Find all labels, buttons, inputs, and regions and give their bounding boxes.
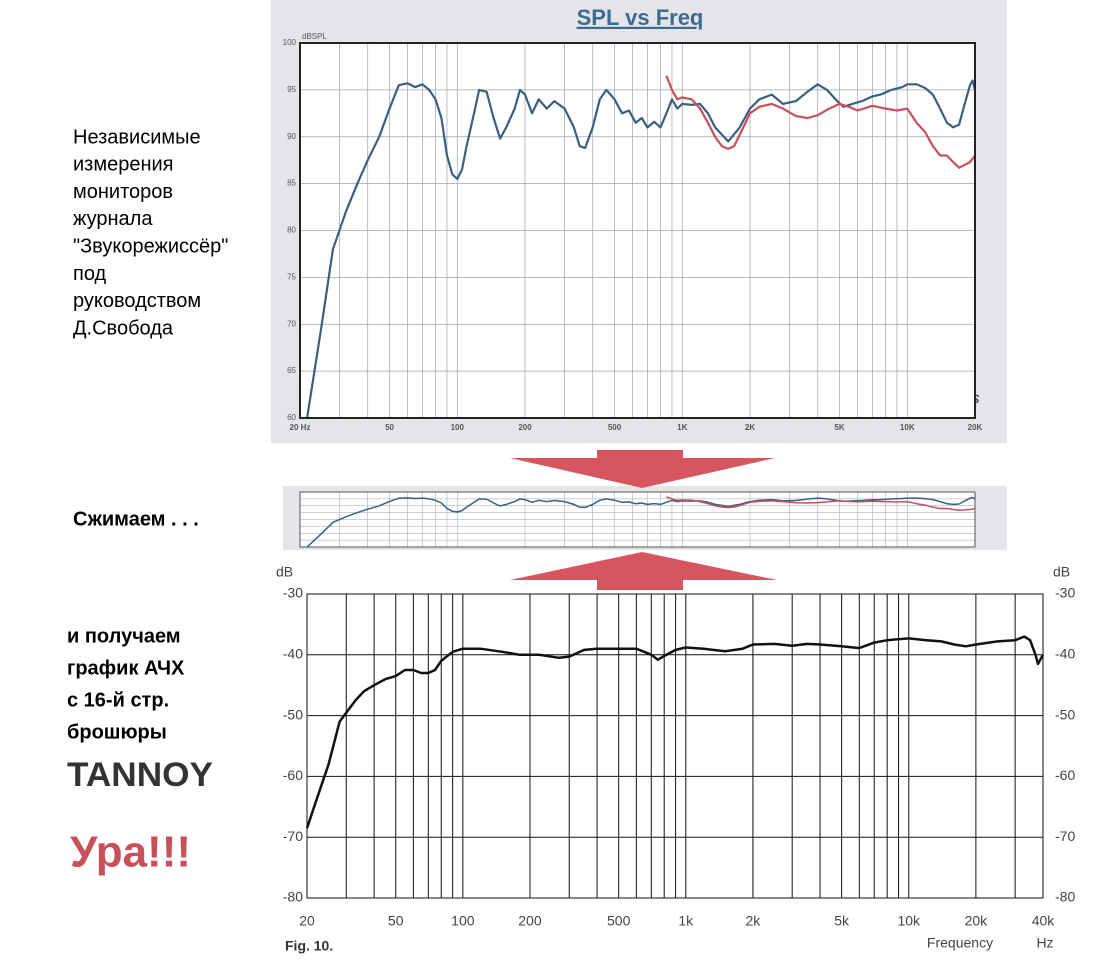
- y2-tick-label: -60: [1055, 767, 1075, 783]
- y-tick-label: -70: [283, 828, 303, 844]
- x-tick-label: 500: [608, 423, 622, 432]
- y-tick-label: -30: [283, 585, 303, 601]
- squeeze-text: Сжимаем . . .: [73, 508, 199, 530]
- line-series: [306, 79, 977, 419]
- result-line: с 16-й стр.: [67, 689, 169, 711]
- y2-tick-label: -30: [1055, 585, 1075, 601]
- x-tick-label: 200: [518, 423, 532, 432]
- line-series: [666, 496, 976, 512]
- x-tick-label: 20k: [965, 913, 989, 929]
- result-line: брошюры: [67, 721, 167, 743]
- y-tick-label: 80: [287, 226, 296, 235]
- x-tick-label: 20K: [968, 423, 983, 432]
- compressed-chart: [299, 491, 976, 548]
- caption-line: "Звукорежиссёр": [73, 235, 228, 257]
- x-tick-label: 5k: [834, 913, 850, 929]
- y-tick-label: -80: [283, 889, 303, 905]
- cheer: Ура!!!: [70, 828, 191, 877]
- y-tick-label: -50: [283, 706, 303, 722]
- x-tick-label: 20 Hz: [290, 423, 311, 432]
- y-tick-label: 95: [287, 85, 296, 94]
- line-series: [305, 635, 1045, 829]
- x-tick-label: 5K: [834, 423, 844, 432]
- spl-chart: 20 Hz 50 100 200 500 1K 2K 5K 10K 20K 60 65 70 75 80 85…: [283, 38, 983, 432]
- x-tick-label: 1k: [678, 913, 694, 929]
- caption-line: журнала: [73, 208, 153, 230]
- y2-axis-label: dB: [1053, 564, 1070, 580]
- result-line: и получаем: [67, 625, 181, 647]
- side-text: Сжимаем . . . TANNOY Ура!!! Независимые и…: [67, 126, 228, 876]
- plot-frame: [306, 593, 1044, 899]
- x-tick-label: 10k: [897, 913, 921, 929]
- line-series: [306, 496, 976, 548]
- x-axis-label: Frequency: [927, 935, 993, 951]
- x-tick-label: 2K: [745, 423, 755, 432]
- plot-area: [307, 594, 1043, 898]
- caption-line: Независимые: [73, 126, 201, 148]
- y-tick-label: -40: [283, 646, 303, 662]
- y-tick-label: 85: [287, 179, 296, 188]
- x-tick-label: 100: [451, 913, 475, 929]
- x-axis-unit: Hz: [1036, 935, 1053, 951]
- y-tick-label: 100: [283, 38, 297, 47]
- x-tick-label: 10K: [900, 423, 915, 432]
- y2-tick-label: -70: [1055, 828, 1075, 844]
- result-line: график АЧХ: [67, 657, 185, 679]
- x-tick-label: 40k: [1032, 913, 1056, 929]
- arrow-up: [510, 552, 777, 590]
- line-series: [665, 75, 976, 169]
- x-tick-label: 100: [451, 423, 465, 432]
- y-tick-label: -60: [283, 767, 303, 783]
- caption-line: измерения: [73, 154, 174, 176]
- y-tick-label: 60: [287, 413, 296, 422]
- y-tick-label: 90: [287, 132, 296, 141]
- y-tick-label: 65: [287, 366, 296, 375]
- x-tick-label: 1K: [677, 423, 687, 432]
- x-tick-label: 50: [388, 913, 404, 929]
- x-tick-label: 500: [607, 913, 631, 929]
- plot-frame: [299, 491, 976, 548]
- y-axis-label: dBSPL: [302, 32, 327, 41]
- y2-tick-label: -40: [1055, 646, 1075, 662]
- arrow-down: [510, 450, 775, 488]
- x-tick-label: 20: [299, 913, 315, 929]
- caption-line: Д.Свобода: [73, 317, 174, 339]
- x-tick-label: 200: [518, 913, 542, 929]
- y2-tick-label: -80: [1055, 889, 1075, 905]
- y2-tick-label: -50: [1055, 706, 1075, 722]
- x-tick-label: 2k: [746, 913, 762, 929]
- chart-title: SPL vs Freq: [577, 5, 704, 30]
- x-tick-label: 50: [385, 423, 394, 432]
- tannoy-chart: 20 50 100 200 500 1k 2k 5k 10k 20k 40k -80 -70 -60 -50…: [283, 585, 1076, 929]
- caption-line: под: [73, 263, 107, 285]
- figure-caption: Fig. 10.: [285, 938, 333, 954]
- plot-frame: [299, 42, 976, 419]
- caption-line: мониторов: [73, 181, 173, 203]
- y-axis-label: dB: [276, 564, 293, 580]
- y-tick-label: 75: [287, 272, 296, 281]
- brand: TANNOY: [67, 756, 213, 794]
- y-tick-label: 70: [287, 319, 296, 328]
- caption-line: руководством: [73, 290, 201, 312]
